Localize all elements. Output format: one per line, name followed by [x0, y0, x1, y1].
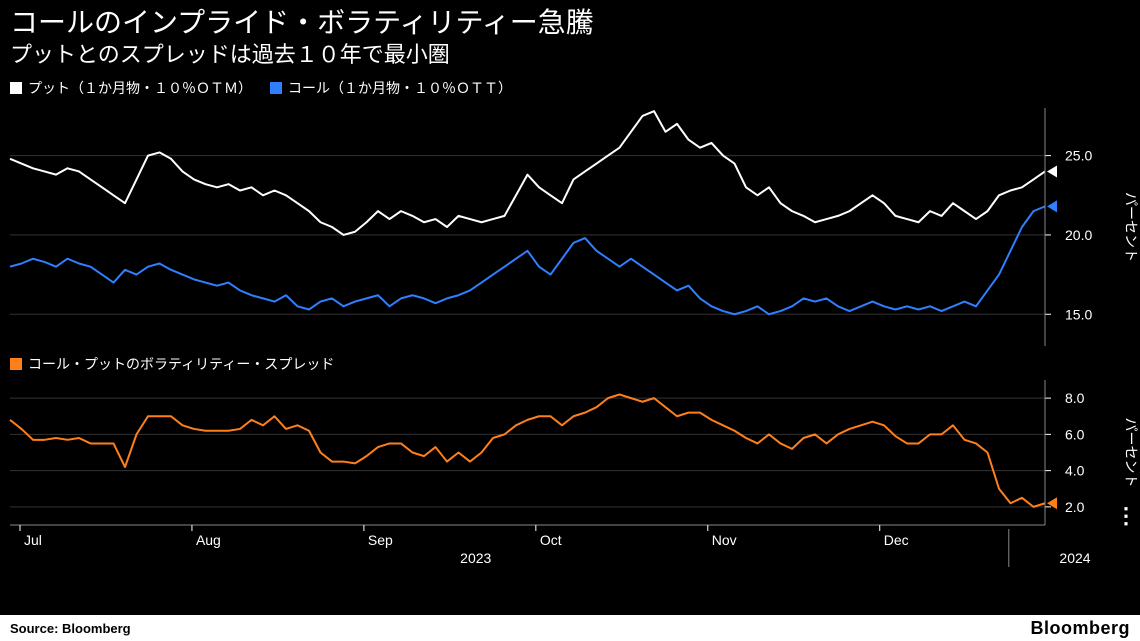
svg-text:8.0: 8.0 — [1065, 390, 1085, 406]
legend-swatch — [10, 82, 22, 94]
legend-bottom: コール・プットのボラティリティー・スプレッド — [0, 352, 1140, 376]
svg-text:Sep: Sep — [368, 532, 393, 548]
legend-swatch — [10, 358, 22, 370]
svg-text:パーセント: パーセント — [1123, 192, 1139, 262]
svg-text:2023: 2023 — [460, 550, 491, 566]
footer: Source: Bloomberg Bloomberg — [0, 615, 1140, 641]
svg-text:15.0: 15.0 — [1065, 306, 1092, 322]
legend-label: コール・プットのボラティリティー・スプレッド — [28, 354, 334, 374]
bottom-chart: 2.0 4.0 6.0 8.0 パーセント Jul Aug Sep Oct Nov Dec 2023 2… — [0, 376, 1140, 571]
chart-subtitle: プットとのスプレッドは過去１０年で最小圏 — [10, 42, 1130, 68]
legend-item: コール（１か月物・１０％ＯＴＴ） — [270, 78, 512, 98]
brand-logo: Bloomberg — [1030, 618, 1130, 639]
svg-text:25.0: 25.0 — [1065, 148, 1092, 164]
svg-text:Dec: Dec — [884, 532, 909, 548]
svg-text:4.0: 4.0 — [1065, 463, 1085, 479]
svg-text:20.0: 20.0 — [1065, 227, 1092, 243]
svg-text:⋮: ⋮ — [1115, 503, 1137, 528]
svg-text:パーセント: パーセント — [1123, 417, 1139, 487]
svg-text:2.0: 2.0 — [1065, 499, 1085, 515]
legend-label: プット（１か月物・１０％ＯＴＭ） — [28, 78, 252, 98]
legend-top: プット（１か月物・１０％ＯＴＭ） コール（１か月物・１０％ＯＴＴ） — [0, 70, 1140, 102]
legend-item: コール・プットのボラティリティー・スプレッド — [10, 354, 334, 374]
svg-text:Oct: Oct — [540, 532, 562, 548]
legend-label: コール（１か月物・１０％ＯＴＴ） — [288, 78, 512, 98]
legend-item: プット（１か月物・１０％ＯＴＭ） — [10, 78, 252, 98]
svg-text:Jul: Jul — [24, 532, 42, 548]
svg-text:Nov: Nov — [712, 532, 737, 548]
svg-text:Aug: Aug — [196, 532, 221, 548]
chart-title: コールのインプライド・ボラティリティー急騰 — [10, 6, 1130, 40]
svg-text:6.0: 6.0 — [1065, 426, 1085, 442]
svg-text:2024: 2024 — [1059, 550, 1090, 566]
legend-swatch — [270, 82, 282, 94]
source-label: Source: Bloomberg — [10, 621, 131, 636]
top-chart: 15.0 20.0 25.0 パーセント — [0, 102, 1140, 352]
